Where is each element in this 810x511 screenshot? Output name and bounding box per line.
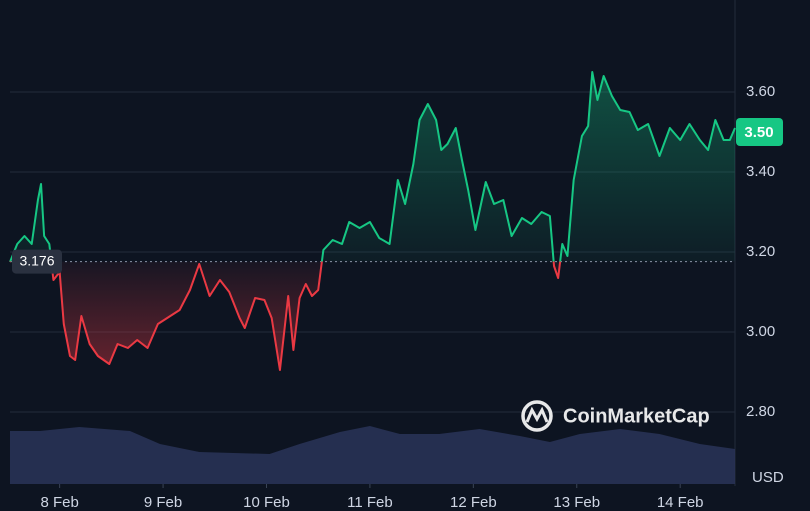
watermark-text: CoinMarketCap [563,405,710,427]
y-tick-label: 3.60 [746,83,775,100]
price-tag: 3.50 [744,124,773,141]
price-line [9,71,736,371]
x-tick-label: 11 Feb [347,494,393,511]
price-tag-bg [736,118,783,146]
price-area [10,72,735,370]
baseline-label: 3.176 [19,252,54,268]
x-tick-label: 10 Feb [243,494,290,511]
x-tick-label: 9 Feb [144,494,182,511]
x-tick-label: 14 Feb [657,494,704,511]
volume-area [10,426,735,484]
y-tick-label: 2.80 [746,403,775,420]
x-tick-label: 8 Feb [40,494,78,511]
baseline-label-bg [12,249,62,274]
y-tick-label: 3.00 [746,323,775,340]
watermark: CoinMarketCap [521,400,710,432]
y-tick-label: 3.20 [746,243,775,260]
currency-label: USD [752,469,784,486]
x-tick-label: 12 Feb [450,494,497,511]
x-tick-label: 13 Feb [553,494,600,511]
y-tick-label: 3.40 [746,163,775,180]
